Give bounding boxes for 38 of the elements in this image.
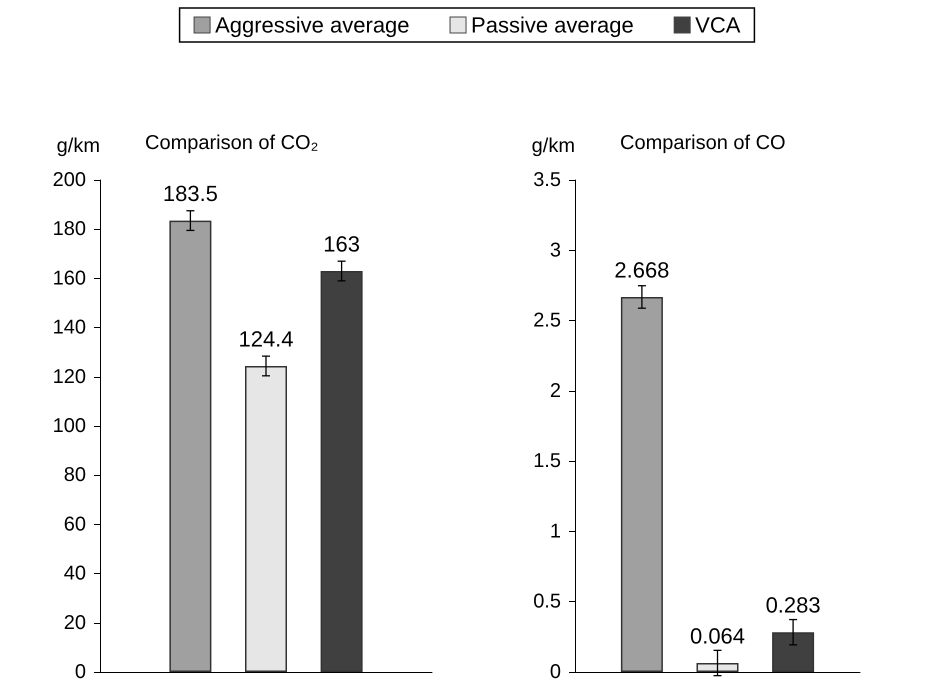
bar (320, 271, 363, 672)
y-tick-label: 1 (550, 520, 561, 542)
y-axis-title: g/km (56, 135, 100, 157)
data-label: 2.668 (614, 257, 670, 282)
y-tick-label: 2.5 (533, 310, 561, 332)
y-tick-label: 120 (52, 366, 86, 388)
y-tick-label: 20 (64, 612, 86, 634)
y-tick-label: 3.5 (533, 169, 561, 191)
chart-title: Comparison of CO₂ (145, 132, 318, 154)
bar (169, 220, 212, 672)
y-tick-label: 1.5 (533, 450, 561, 472)
y-tick-label: 3 (550, 239, 561, 262)
y-tick-label: 140 (52, 316, 86, 339)
y-tick-label: 40 (64, 562, 86, 585)
y-tick-label: 100 (52, 415, 86, 437)
y-axis-title: g/km (532, 135, 575, 157)
legend-label: Aggressive average (215, 12, 410, 38)
legend-label: VCA (695, 12, 741, 38)
bar (772, 632, 814, 672)
data-label: 183.5 (162, 181, 218, 206)
y-tick-label: 0 (550, 661, 561, 683)
y-tick-label: 0 (74, 661, 86, 683)
y-tick-label: 160 (52, 267, 86, 290)
y-tick-label: 200 (52, 169, 86, 191)
data-label: 0.064 (690, 624, 746, 649)
y-tick-label: 80 (64, 464, 86, 486)
y-tick-label: 180 (52, 218, 86, 240)
legend-label: Passive average (471, 12, 634, 38)
y-tick-label: 60 (64, 513, 86, 536)
data-label: 163 (323, 232, 360, 257)
bar (696, 663, 738, 672)
y-tick-label: 0.5 (533, 590, 561, 613)
data-label: 124.4 (238, 326, 294, 352)
data-label: 0.283 (766, 592, 821, 618)
bar (620, 296, 663, 672)
y-tick-label: 2 (550, 380, 561, 402)
chart-title: Comparison of CO (620, 132, 786, 154)
bar (245, 366, 287, 672)
